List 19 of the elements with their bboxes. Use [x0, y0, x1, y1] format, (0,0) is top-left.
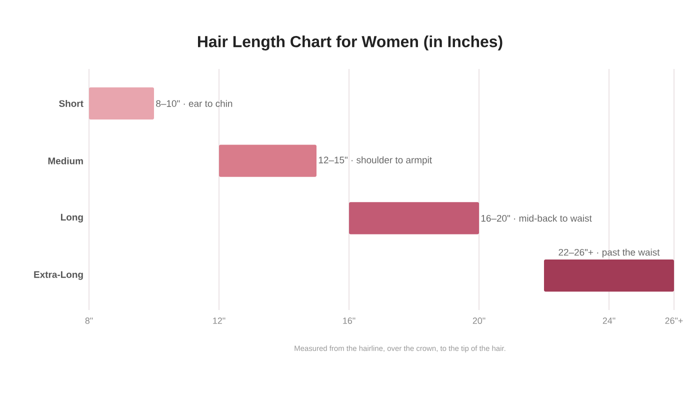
y-tick-label: Medium	[48, 157, 83, 164]
y-tick-label: Long	[61, 214, 83, 222]
data-label: 8–10" · ear to chin	[156, 100, 232, 107]
x-tick-label: 20"	[472, 318, 486, 324]
x-tick-label: 16"	[343, 318, 356, 324]
x-tick-label: 24"	[602, 318, 616, 324]
bar	[89, 87, 154, 120]
data-label: 22–26"+ · past the waist	[558, 248, 660, 258]
chart-title: Hair Length Chart for Women (in Inches)	[198, 36, 502, 50]
bar	[349, 202, 480, 234]
y-tick-label: Extra-Long	[34, 271, 83, 280]
x-tick-label: 12"	[213, 318, 226, 324]
data-label: 16–20" · mid-back to waist	[481, 214, 592, 222]
bar	[219, 144, 317, 177]
x-tick-label: 8"	[85, 318, 93, 324]
bar	[544, 260, 674, 292]
x-tick-label: 26"+	[665, 318, 683, 324]
y-tick-label: Short	[59, 100, 84, 107]
data-label: 12–15" · shoulder to armpit	[318, 156, 432, 166]
